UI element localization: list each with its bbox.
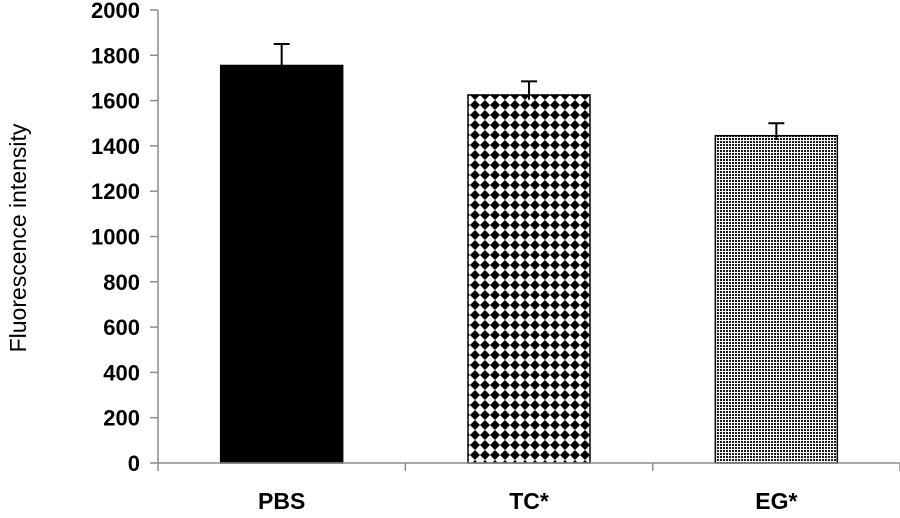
bars bbox=[219, 64, 839, 464]
y-axis-title: Fluorescence intensity bbox=[5, 123, 31, 352]
y-axis-title-group: Fluorescence intensity bbox=[5, 123, 31, 352]
y-axis-ticks: 0 200 400 600 800 1000 1200 1400 1600 1800 2000 bbox=[91, 0, 158, 476]
y-tick-label: 200 bbox=[103, 406, 140, 431]
y-tick-label: 1200 bbox=[91, 179, 140, 204]
y-tick-label: 2000 bbox=[91, 0, 140, 23]
category-labels: PBS TC* EG* bbox=[258, 488, 797, 514]
y-tick-label: 0 bbox=[128, 451, 140, 476]
error-bar bbox=[273, 42, 290, 74]
y-tick-label: 1800 bbox=[91, 43, 140, 68]
error-bar bbox=[521, 80, 537, 100]
error-bar bbox=[768, 122, 785, 141]
y-tick-label: 1000 bbox=[91, 225, 140, 250]
y-tick-label: 800 bbox=[103, 270, 140, 295]
y-tick-label: 600 bbox=[103, 315, 140, 340]
y-tick-label: 1600 bbox=[91, 89, 140, 114]
x-category-label: TC* bbox=[509, 488, 549, 514]
x-category-label: EG* bbox=[755, 488, 797, 514]
y-tick-label: 1400 bbox=[91, 134, 140, 159]
bar-pbs bbox=[219, 64, 344, 464]
bar-tc bbox=[467, 94, 591, 464]
bar-eg bbox=[714, 134, 839, 464]
y-tick-label: 400 bbox=[103, 360, 140, 385]
x-axis-ticks bbox=[157, 463, 900, 471]
error-bars bbox=[273, 42, 785, 141]
x-category-label: PBS bbox=[258, 488, 305, 514]
